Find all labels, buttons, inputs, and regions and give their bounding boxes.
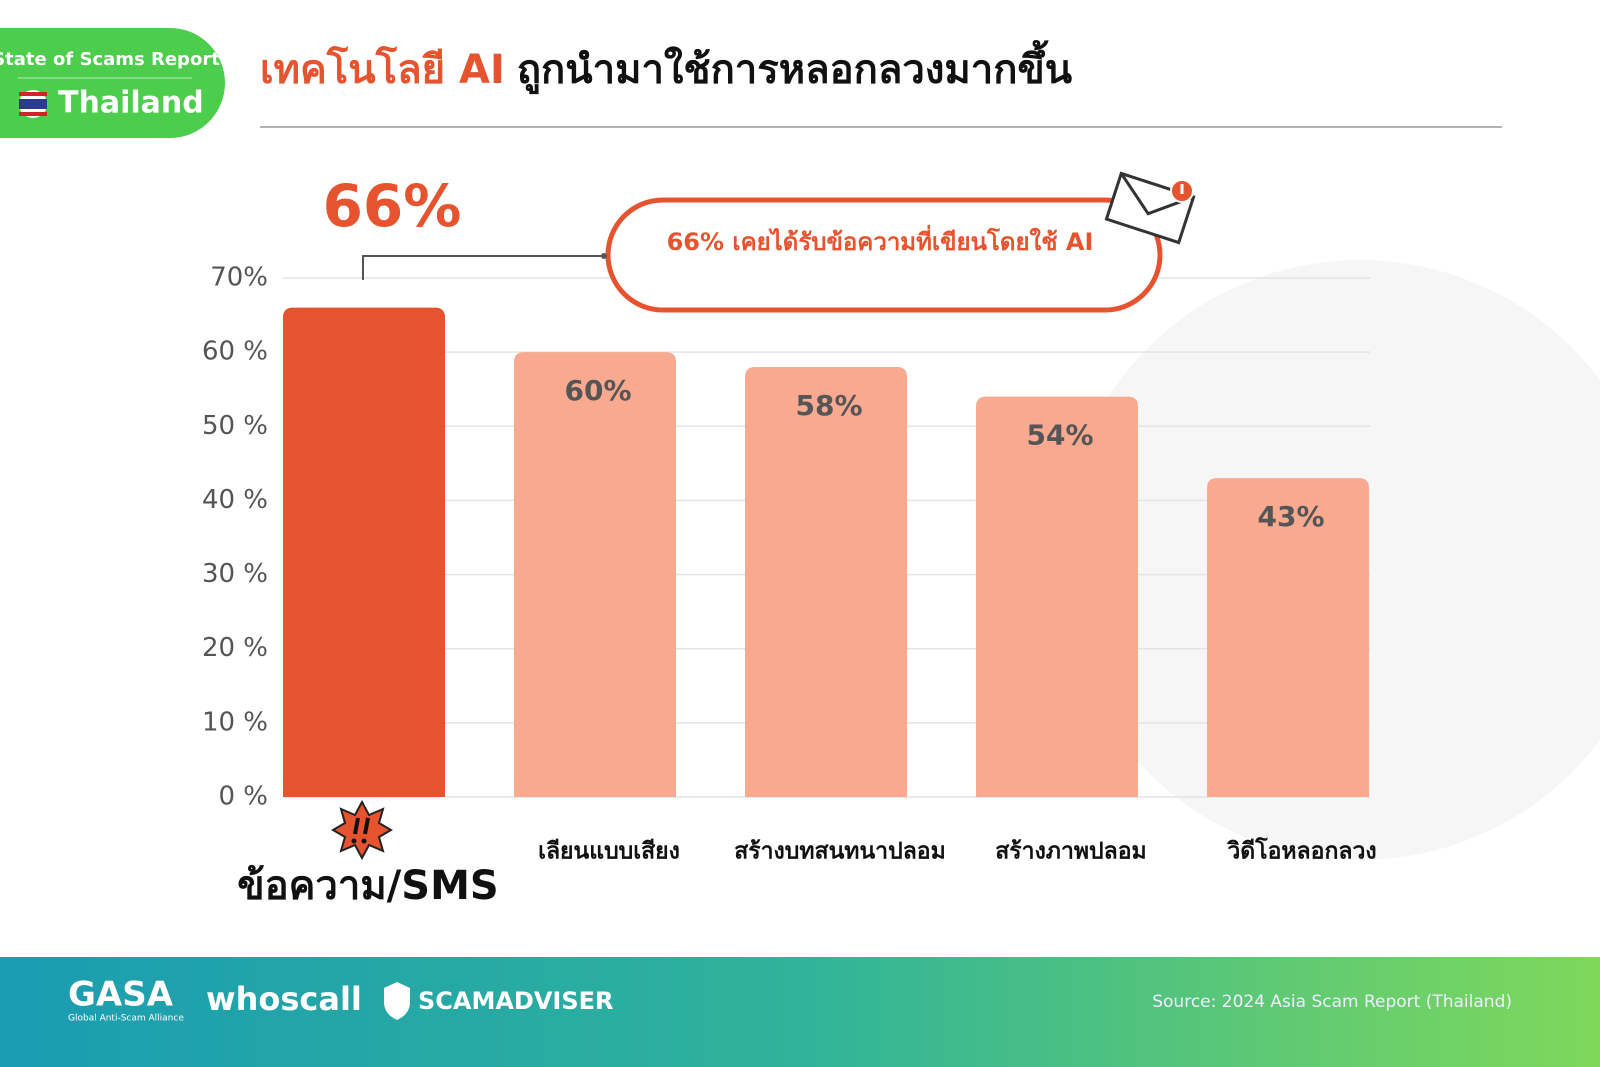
value-label: 43%: [1257, 500, 1324, 533]
category-label: สร้างภาพปลอม: [995, 839, 1146, 865]
callout-text: 66% เคยได้รับข้อความที่เขียนโดยใช้ AI: [667, 224, 1094, 256]
value-label: 58%: [795, 389, 862, 422]
value-label: 60%: [564, 374, 631, 407]
y-tick-label: 70%: [210, 263, 268, 293]
bar: [283, 307, 445, 797]
title: เทคโนโลยี AI ถูกนำมาใช้การหลอกลวงมากขึ้น: [260, 40, 1072, 94]
category-label: เลียนแบบเสียง: [538, 839, 680, 865]
y-tick-label: 50 %: [202, 411, 268, 441]
plot: 0 % 10 % 20 % 30 % 40 % 50 % 60 % 70% 66% ข้อความ…: [202, 172, 1377, 909]
badge: [0, 28, 225, 138]
source: Source: 2024 Asia Scam Report (Thailand): [1152, 992, 1512, 1012]
y-tick-label: 60 %: [202, 337, 268, 367]
logo-gasa: GASA: [68, 975, 174, 1015]
y-tick-label: 20 %: [202, 633, 268, 663]
title-highlight: เทคโนโลยี AI: [260, 46, 505, 93]
shield-icon: [384, 982, 410, 1020]
badge-title: State of Scams Report: [0, 49, 220, 70]
logo-whoscall: whoscall: [206, 980, 362, 1018]
connector-dot: [601, 253, 607, 259]
y-tick-label: 0 %: [218, 782, 268, 812]
category-label: สร้างบทสนทนาปลอม: [734, 839, 946, 865]
gasa-tagline: Global Anti-Scam Alliance: [68, 1014, 184, 1024]
category-label: ข้อความ/SMS: [237, 863, 498, 909]
title-rest: ถูกนำมาใช้การหลอกลวงมากขึ้น: [517, 40, 1072, 94]
value-label: 66%: [323, 172, 462, 240]
y-tick-label: 10 %: [202, 707, 268, 737]
bar: [745, 366, 907, 797]
bar: [514, 352, 676, 797]
bar: [1207, 478, 1369, 797]
category-label: วิดีโอหลอกลวง: [1226, 837, 1376, 865]
thai-flag: [19, 90, 47, 118]
bar: [976, 396, 1138, 797]
callout-box: [605, 197, 1163, 313]
y-tick-label: 40 %: [202, 485, 268, 515]
footer: [0, 957, 1600, 1067]
alert-burst: [331, 799, 393, 861]
callout-connector: [362, 255, 604, 280]
y-tick-label: 30 %: [202, 559, 268, 589]
badge-country: Thailand: [58, 86, 204, 121]
value-label: 54%: [1026, 419, 1093, 452]
logo-scamadviser: SCAMADVISER: [418, 987, 614, 1015]
